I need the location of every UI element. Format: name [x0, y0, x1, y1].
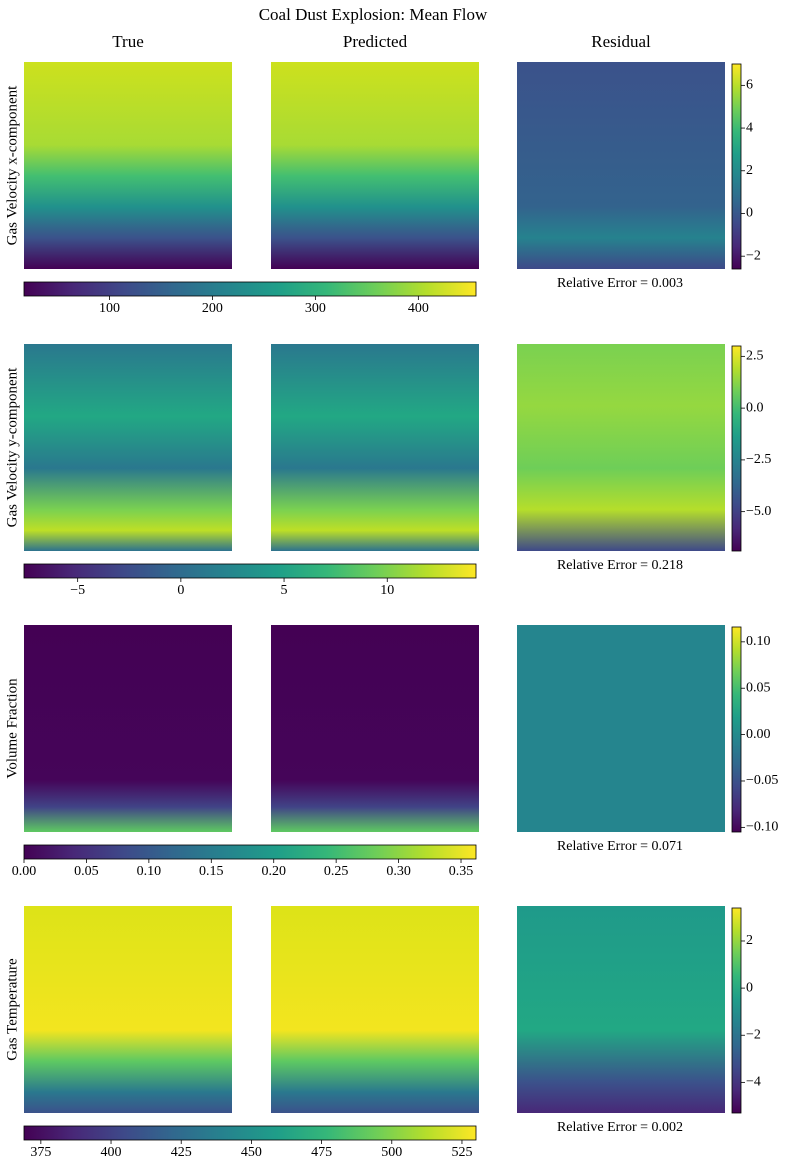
colorbar-tick-label: 0.20 — [261, 864, 286, 879]
residual-colorbar-tick-label: 2.5 — [746, 349, 764, 364]
relative-error: Relative Error = 0.002 — [557, 1120, 683, 1135]
colorbar-tick-label: −5 — [70, 583, 85, 598]
colorbar-tick-label: 0.35 — [449, 864, 474, 879]
residual-colorbar-tick-label: −0.05 — [746, 773, 778, 788]
colorbar-tick-label: 5 — [281, 583, 288, 598]
residual-colorbar — [731, 907, 742, 1114]
colorbar-tick-label: 0.15 — [199, 864, 224, 879]
colorbar-tick-label: 200 — [202, 301, 223, 316]
colorbar-tick-label: 0.00 — [12, 864, 37, 879]
row-label: Gas Temperature — [4, 958, 20, 1061]
relative-error: Relative Error = 0.218 — [557, 558, 683, 573]
colorbar-tick-label: 100 — [99, 301, 120, 316]
colorbar-tick-label: 400 — [408, 301, 429, 316]
residual-colorbar-tick-label: 0.10 — [746, 634, 771, 649]
residual-colorbar — [731, 345, 742, 552]
colorbar-tick-label: 475 — [311, 1145, 332, 1160]
relative-error: Relative Error = 0.071 — [557, 839, 683, 854]
residual-colorbar-tick-label: 4 — [746, 120, 753, 135]
heatmap-predicted — [271, 62, 479, 269]
colorbar-tick-label: 0.30 — [386, 864, 411, 879]
heatmap-true — [24, 625, 232, 832]
colorbar-tick-label: 425 — [171, 1145, 192, 1160]
heatmap-residual — [517, 906, 725, 1113]
residual-colorbar-tick-label: 0.00 — [746, 727, 771, 742]
residual-colorbar-tick-label: 0.05 — [746, 680, 771, 695]
heatmap-predicted — [271, 906, 479, 1113]
colorbar-tick-label: 300 — [305, 301, 326, 316]
colorbar-tick-label: 450 — [241, 1145, 262, 1160]
residual-colorbar-tick-label: −0.10 — [746, 820, 778, 835]
residual-colorbar-tick-label: −4 — [746, 1075, 761, 1090]
column-title: Predicted — [343, 32, 408, 51]
heatmap-residual — [517, 625, 725, 832]
colorbar — [23, 1125, 477, 1141]
row-label: Gas Velocity y-component — [4, 367, 20, 528]
residual-colorbar-tick-label: 2 — [746, 933, 753, 948]
heatmap-residual — [517, 344, 725, 551]
residual-colorbar — [731, 63, 742, 270]
colorbar-tick-label: 500 — [381, 1145, 402, 1160]
residual-colorbar-tick-label: 6 — [746, 78, 753, 93]
column-title: True — [112, 32, 144, 51]
row-label: Gas Velocity x-component — [4, 85, 20, 246]
residual-colorbar — [731, 626, 742, 833]
column-title: Residual — [591, 32, 651, 51]
colorbar-tick-label: 0.25 — [324, 864, 349, 879]
residual-colorbar-tick-label: −2.5 — [746, 452, 771, 467]
colorbar-tick-label: 10 — [380, 583, 394, 598]
colorbar-tick-label: 525 — [451, 1145, 472, 1160]
colorbar-tick-label: 400 — [101, 1145, 122, 1160]
figure-title: Coal Dust Explosion: Mean Flow — [259, 5, 488, 24]
heatmap-predicted — [271, 344, 479, 551]
heatmap-true — [24, 906, 232, 1113]
heatmap-residual — [517, 62, 725, 269]
colorbar-tick-label: 375 — [30, 1145, 51, 1160]
colorbar — [23, 563, 477, 579]
heatmap-true — [24, 344, 232, 551]
colorbar — [23, 844, 477, 860]
residual-colorbar-tick-label: −2 — [746, 248, 761, 263]
heatmap-predicted — [271, 625, 479, 832]
row-label: Volume Fraction — [4, 678, 20, 779]
residual-colorbar-tick-label: 0.0 — [746, 400, 764, 415]
colorbar-tick-label: 0 — [177, 583, 184, 598]
colorbar-tick-label: 0.05 — [74, 864, 99, 879]
residual-colorbar-tick-label: −2 — [746, 1027, 761, 1042]
residual-colorbar-tick-label: 0 — [746, 206, 753, 221]
relative-error: Relative Error = 0.003 — [557, 276, 683, 291]
heatmap-true — [24, 62, 232, 269]
colorbar-tick-label: 0.10 — [137, 864, 162, 879]
residual-colorbar-tick-label: 0 — [746, 980, 753, 995]
residual-colorbar-tick-label: 2 — [746, 163, 753, 178]
colorbar — [23, 281, 477, 297]
residual-colorbar-tick-label: −5.0 — [746, 504, 771, 519]
